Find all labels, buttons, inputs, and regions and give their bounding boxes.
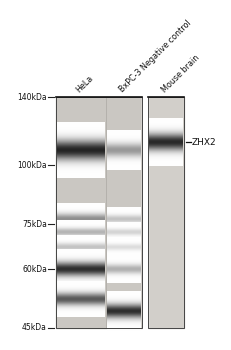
Text: HeLa: HeLa: [74, 73, 95, 94]
Text: 60kDa: 60kDa: [22, 265, 47, 274]
Text: 140kDa: 140kDa: [17, 92, 47, 102]
Text: 100kDa: 100kDa: [17, 161, 47, 170]
Text: ZHX2: ZHX2: [192, 138, 217, 147]
Bar: [56, 97, 142, 328]
Text: 45kDa: 45kDa: [22, 323, 47, 332]
Bar: [148, 97, 184, 328]
Text: BxPC-3 Negative control: BxPC-3 Negative control: [118, 19, 194, 94]
Text: 75kDa: 75kDa: [22, 219, 47, 229]
Text: Mouse brain: Mouse brain: [160, 53, 201, 94]
